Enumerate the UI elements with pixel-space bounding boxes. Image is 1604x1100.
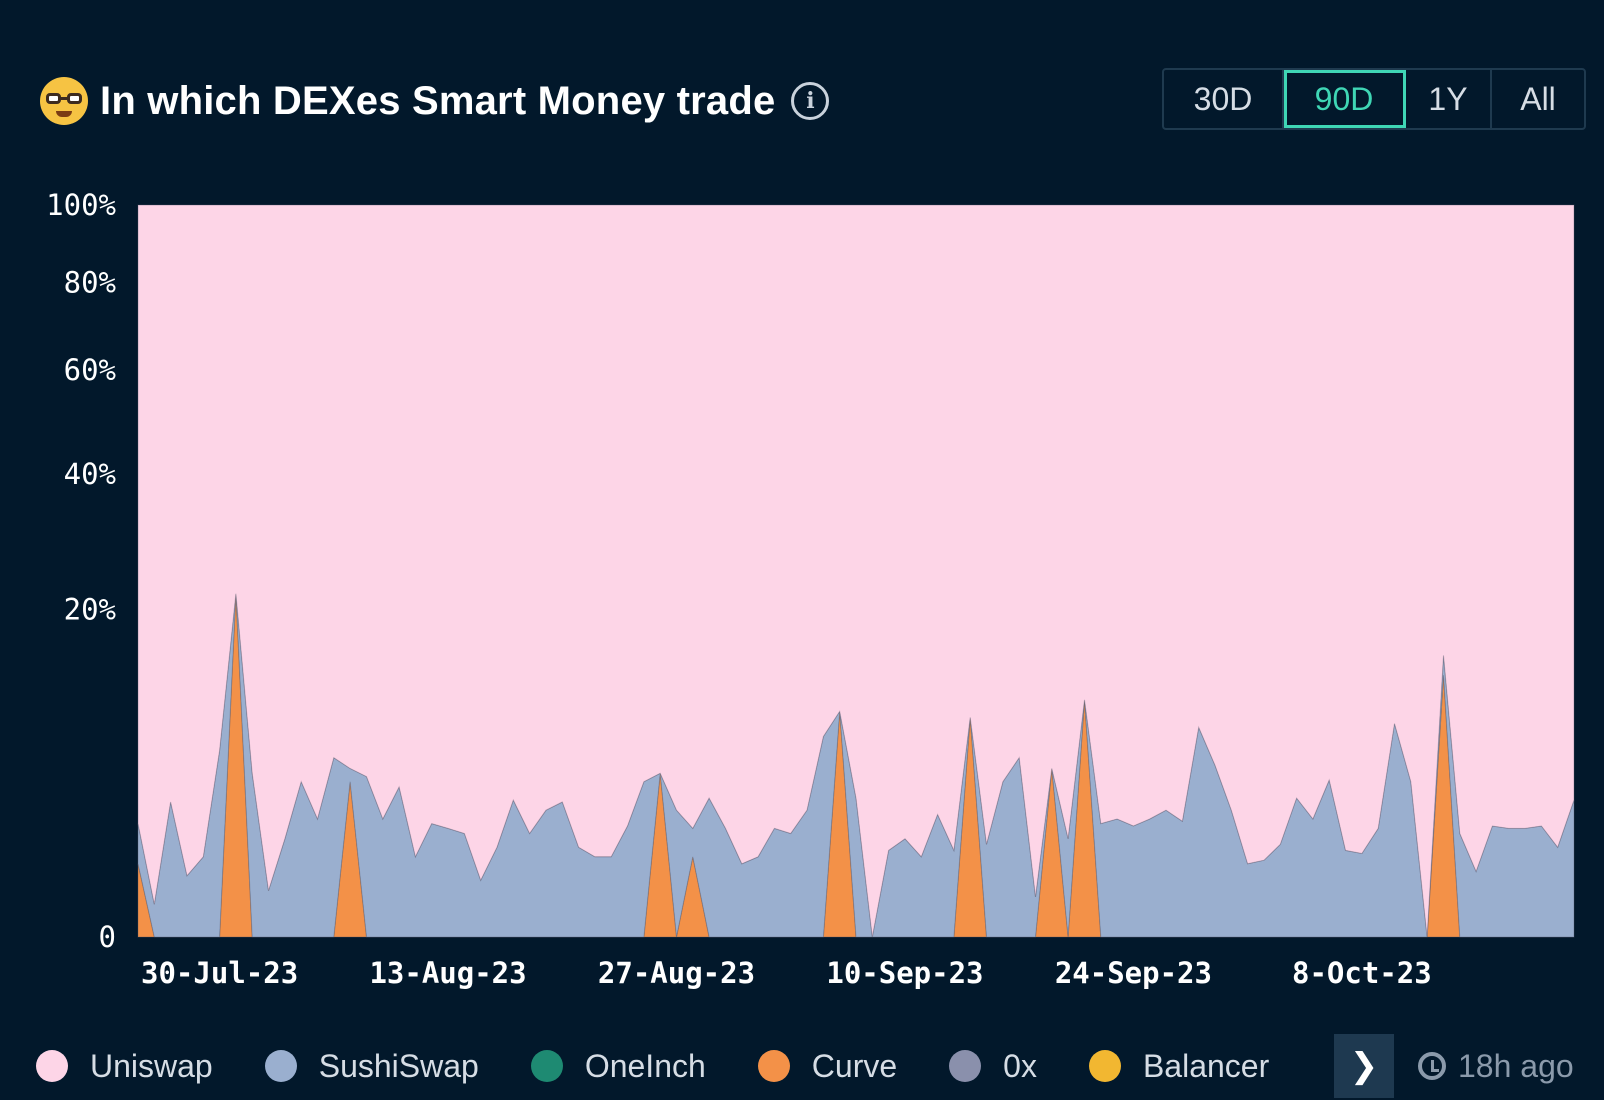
legend-dot-oneinch (530, 1050, 563, 1082)
last-updated-text: 18h ago (1458, 1047, 1574, 1084)
x-axis: 30-Jul-23 13-Aug-23 27-Aug-23 10-Sep-23 24-S… (141, 956, 1432, 990)
x-tick-label: 27-Aug-23 (598, 956, 755, 990)
legend-dot-sushiswap (264, 1050, 297, 1082)
chart-title: In which DEXes Smart Money trade (100, 78, 776, 123)
range-90d-button[interactable]: 90D (1284, 70, 1406, 128)
legend-item-0x[interactable]: 0x (949, 1048, 1037, 1085)
legend-next-button[interactable]: ❯ (1334, 1034, 1394, 1098)
legend-item-sushiswap[interactable]: SushiSwap (264, 1047, 479, 1085)
y-tick-label: 20% (64, 593, 116, 627)
legend-item-uniswap[interactable]: Uniswap (36, 1048, 213, 1085)
last-updated: 18h ago (1418, 1034, 1574, 1098)
y-tick-label: 40% (64, 457, 116, 491)
legend-label: Balancer (1142, 1047, 1270, 1084)
x-tick-label: 13-Aug-23 (369, 956, 526, 990)
y-tick-label: 0 (99, 920, 116, 954)
y-tick-label: 80% (64, 265, 116, 299)
legend-dot-uniswap (36, 1050, 68, 1082)
series-area-uniswap[interactable] (137, 204, 1575, 938)
legend-item-oneinch[interactable]: OneInch (530, 1047, 706, 1085)
refresh-clock-icon (1418, 1052, 1446, 1080)
legend-item-balancer[interactable]: Balancer (1088, 1047, 1270, 1085)
stacked-area-chart: 0 20% 40% 60% 80% 100% 30-Jul-23 13-Aug-23 27-A… (46, 188, 1575, 990)
legend-item-curve[interactable]: Curve (757, 1047, 898, 1085)
x-tick-label: 10-Sep-23 (826, 956, 983, 990)
chart-areas (137, 204, 1575, 938)
range-selector: 30D 90D 1Y All (1162, 68, 1586, 130)
range-30d-button[interactable]: 30D (1164, 70, 1284, 128)
nerd-face-icon (40, 77, 88, 125)
y-tick-label: 100% (46, 188, 116, 222)
chevron-right-icon: ❯ (1349, 1047, 1379, 1085)
x-tick-label: 24-Sep-23 (1055, 956, 1212, 990)
legend: Uniswap SushiSwap OneInch Curve 0x Balan… (36, 1034, 1321, 1098)
legend-dot-balancer (1088, 1050, 1121, 1082)
x-tick-label: 30-Jul-23 (141, 956, 298, 990)
legend-label: Curve (811, 1047, 898, 1084)
legend-label: SushiSwap (318, 1047, 479, 1084)
info-icon[interactable]: i (791, 82, 830, 120)
y-tick-label: 60% (64, 353, 116, 387)
x-tick-label: 8-Oct-23 (1292, 956, 1432, 990)
chart-header: In which DEXes Smart Money trade i (40, 68, 830, 134)
legend-label: OneInch (584, 1047, 706, 1084)
legend-dot-curve (757, 1050, 790, 1082)
range-1y-button[interactable]: 1Y (1406, 70, 1492, 128)
legend-label: Uniswap (90, 1047, 213, 1084)
legend-label: 0x (1003, 1047, 1037, 1084)
legend-dot-0x (949, 1050, 982, 1082)
range-all-button[interactable]: All (1520, 80, 1556, 117)
y-axis: 0 20% 40% 60% 80% 100% (46, 188, 116, 954)
